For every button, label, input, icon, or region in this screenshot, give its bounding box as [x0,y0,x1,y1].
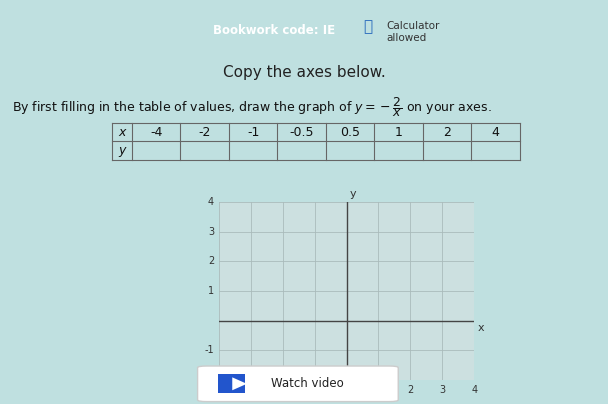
Text: Watch video: Watch video [271,377,344,390]
Text: 1: 1 [395,126,402,139]
Text: Bookwork code: IE: Bookwork code: IE [213,24,334,37]
Text: -1: -1 [247,126,260,139]
Text: 4: 4 [471,385,477,395]
Text: Copy the axes below.: Copy the axes below. [223,65,385,80]
Text: Calculator: Calculator [386,21,440,31]
Text: -3: -3 [246,385,255,395]
Text: -4: -4 [150,126,162,139]
Text: 2: 2 [443,126,451,139]
Text: x: x [478,323,485,333]
Polygon shape [232,377,247,390]
FancyBboxPatch shape [198,366,398,402]
Text: -1: -1 [204,345,214,355]
Text: 3: 3 [208,227,214,237]
Text: -1: -1 [310,385,319,395]
Text: 1: 1 [375,385,382,395]
Text: y: y [350,189,356,199]
Text: x: x [119,126,126,139]
Text: -2: -2 [198,126,211,139]
FancyBboxPatch shape [218,374,245,393]
Text: y: y [119,144,126,157]
Text: 🖩: 🖩 [363,19,373,34]
Text: 1: 1 [208,286,214,296]
Text: By first filling in the table of values, draw the graph of $y = -\dfrac{2}{x}$ o: By first filling in the table of values,… [12,95,492,119]
Text: -2: -2 [278,385,288,395]
Text: 2: 2 [407,385,413,395]
Text: 0.5: 0.5 [340,126,360,139]
Text: 4: 4 [208,197,214,207]
Text: 2: 2 [208,256,214,266]
Text: 3: 3 [439,385,446,395]
Text: -2: -2 [204,375,214,385]
Text: 4: 4 [492,126,500,139]
Text: -4: -4 [214,385,224,395]
Text: -0.5: -0.5 [289,126,314,139]
Text: allowed: allowed [386,34,426,43]
